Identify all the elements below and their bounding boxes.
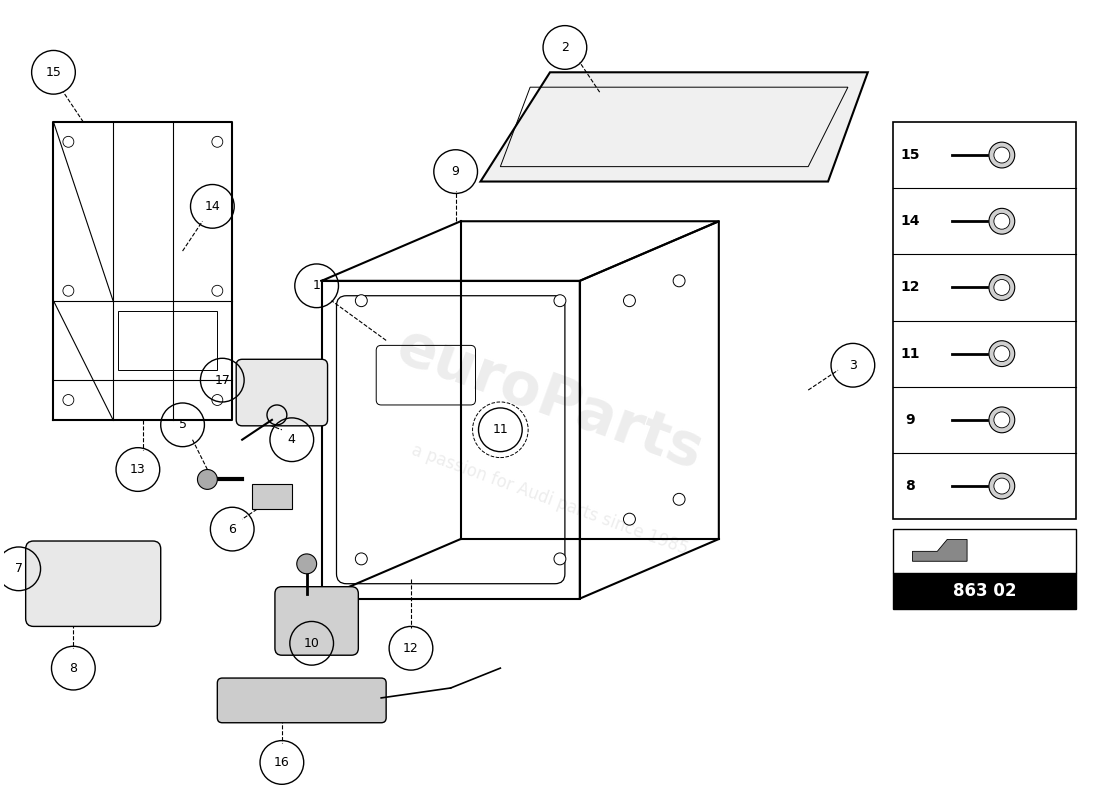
Circle shape: [994, 147, 1010, 163]
Circle shape: [989, 341, 1014, 366]
Circle shape: [355, 294, 367, 306]
Text: 11: 11: [901, 346, 921, 361]
Circle shape: [994, 412, 1010, 428]
Circle shape: [212, 136, 223, 147]
Circle shape: [673, 275, 685, 286]
Text: 14: 14: [205, 200, 220, 213]
Circle shape: [994, 279, 1010, 295]
Circle shape: [989, 407, 1014, 433]
Text: 12: 12: [901, 281, 921, 294]
Circle shape: [994, 346, 1010, 362]
Circle shape: [994, 478, 1010, 494]
Text: 14: 14: [901, 214, 921, 228]
Circle shape: [212, 286, 223, 296]
Circle shape: [63, 394, 74, 406]
Bar: [892, 573, 1076, 609]
FancyBboxPatch shape: [25, 541, 161, 626]
Circle shape: [989, 473, 1014, 499]
Circle shape: [989, 274, 1014, 300]
Text: 5: 5: [178, 418, 187, 431]
Polygon shape: [913, 539, 967, 562]
Text: 8: 8: [905, 479, 915, 493]
Text: 6: 6: [229, 522, 236, 535]
Text: 9: 9: [452, 165, 460, 178]
Circle shape: [673, 494, 685, 506]
Text: 7: 7: [14, 562, 23, 575]
Text: 2: 2: [561, 41, 569, 54]
Text: 9: 9: [905, 413, 915, 427]
Text: 10: 10: [304, 637, 320, 650]
Text: euroParts: euroParts: [389, 318, 711, 482]
FancyBboxPatch shape: [236, 359, 328, 426]
Text: 3: 3: [849, 358, 857, 372]
Bar: [892, 122, 1076, 519]
Text: 16: 16: [274, 756, 289, 769]
Circle shape: [212, 394, 223, 406]
Circle shape: [554, 553, 565, 565]
Text: 1: 1: [312, 279, 320, 292]
Circle shape: [989, 142, 1014, 168]
Text: 11: 11: [493, 423, 508, 436]
Circle shape: [198, 470, 218, 490]
Text: 15: 15: [45, 66, 62, 78]
Text: 13: 13: [130, 463, 146, 476]
Circle shape: [63, 286, 74, 296]
Text: 12: 12: [403, 642, 419, 654]
Text: 15: 15: [901, 148, 921, 162]
Circle shape: [994, 214, 1010, 229]
FancyBboxPatch shape: [275, 586, 359, 655]
Bar: [252, 485, 292, 510]
Circle shape: [63, 136, 74, 147]
Bar: [118, 310, 218, 370]
Circle shape: [624, 514, 636, 525]
Text: 8: 8: [69, 662, 77, 674]
Bar: [892, 529, 1076, 573]
Text: a passion for Audi parts since 1985: a passion for Audi parts since 1985: [409, 441, 691, 558]
Text: 863 02: 863 02: [953, 582, 1016, 600]
Circle shape: [355, 553, 367, 565]
Text: 4: 4: [288, 434, 296, 446]
Text: 17: 17: [214, 374, 230, 386]
Circle shape: [554, 294, 565, 306]
Circle shape: [989, 208, 1014, 234]
Polygon shape: [481, 72, 868, 182]
Circle shape: [297, 554, 317, 574]
FancyBboxPatch shape: [218, 678, 386, 722]
Circle shape: [624, 294, 636, 306]
